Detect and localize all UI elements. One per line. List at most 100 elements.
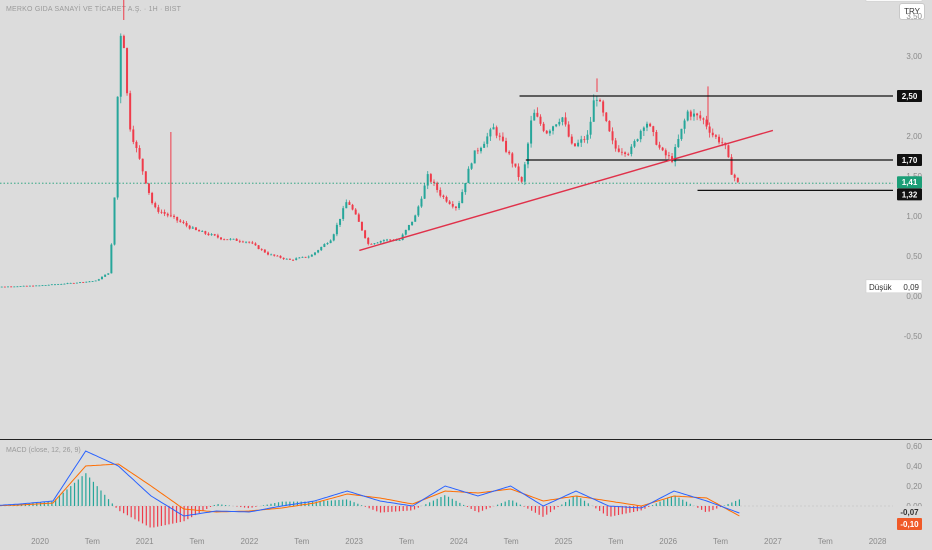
- x-tick-label: 2022: [241, 537, 259, 546]
- candle-body: [445, 197, 448, 202]
- candle-body: [727, 145, 730, 158]
- candle-body: [119, 35, 122, 97]
- candle-body: [19, 286, 22, 287]
- candle-body: [667, 155, 670, 157]
- candle-body: [545, 130, 548, 134]
- candle-body: [154, 203, 157, 208]
- candle-body: [3, 286, 6, 288]
- x-tick-label: 2024: [450, 537, 468, 546]
- candle-body: [655, 131, 658, 145]
- candle-body: [492, 127, 495, 130]
- candle-body: [75, 282, 78, 284]
- candle-body: [498, 135, 501, 137]
- candle-body: [295, 258, 298, 260]
- candle-body: [191, 227, 194, 229]
- candle-body: [63, 283, 66, 285]
- candle-body: [620, 151, 623, 153]
- candle-body: [677, 139, 680, 148]
- candle-body: [126, 48, 129, 94]
- candle-body: [141, 158, 144, 172]
- candle-body: [561, 117, 564, 122]
- candle-body: [220, 237, 223, 240]
- candle-body: [436, 182, 439, 190]
- candle-body: [22, 285, 25, 287]
- y-tick-label: 1,00: [906, 212, 922, 221]
- candle-body: [592, 100, 595, 122]
- candle-body: [151, 192, 154, 204]
- candle-body: [404, 229, 407, 235]
- candle-body: [185, 222, 188, 226]
- levels: [0, 95, 893, 252]
- candle-body: [182, 221, 185, 223]
- candle-body: [589, 121, 592, 135]
- candle-body: [517, 166, 520, 178]
- candle-body: [132, 129, 135, 142]
- macd-y-tick-label: 0,60: [906, 442, 922, 451]
- macd-value-badge: -0,07: [900, 508, 919, 517]
- candle-body: [116, 96, 119, 198]
- candle-body: [79, 282, 82, 283]
- x-tick-label: 2021: [136, 537, 154, 546]
- candle-body: [470, 163, 473, 169]
- y-tick-label: 3,50: [906, 12, 922, 21]
- candle-body: [223, 239, 226, 241]
- candle-body: [301, 256, 304, 258]
- candle-body: [573, 143, 576, 147]
- candle-body: [38, 285, 41, 287]
- candle-body: [307, 256, 310, 258]
- candle-body: [608, 120, 611, 132]
- candle-body: [370, 243, 373, 245]
- candle-body: [386, 239, 389, 241]
- candle-body: [467, 168, 470, 184]
- candle-body: [91, 281, 94, 282]
- macd-y-tick-label: 0,20: [906, 482, 922, 491]
- candle-body: [232, 238, 235, 240]
- candle-body: [97, 279, 100, 281]
- candle-body: [176, 216, 179, 221]
- x-tick-label: 2027: [764, 537, 782, 546]
- level-badge-2-50: 2,50: [902, 92, 918, 101]
- candle-body: [414, 215, 417, 222]
- candle-body: [398, 240, 401, 241]
- candle-body: [617, 148, 620, 152]
- x-tick-label: 2025: [555, 537, 573, 546]
- current-price-badge: 1,41: [902, 178, 918, 187]
- candles: [0, 0, 739, 288]
- candle-body: [696, 113, 699, 116]
- candle-body: [107, 273, 110, 275]
- candle-body: [317, 250, 320, 253]
- candle-body: [50, 284, 53, 286]
- candle-body: [523, 164, 526, 182]
- candle-body: [539, 116, 542, 124]
- candle-body: [552, 126, 555, 131]
- candle-body: [689, 111, 692, 117]
- candle-body: [100, 276, 103, 280]
- candle-body: [348, 202, 351, 205]
- candle-body: [57, 284, 60, 285]
- candle-body: [194, 227, 197, 231]
- candle-body: [451, 203, 454, 207]
- currency-button[interactable]: TRY: [899, 3, 925, 20]
- candle-body: [458, 203, 461, 209]
- x-tick-label: Tem: [504, 537, 519, 546]
- candle-body: [426, 174, 429, 186]
- low-stat-value: 0,09: [903, 283, 919, 292]
- candle-body: [163, 212, 166, 214]
- signal-value-badge: -0,10: [900, 520, 919, 529]
- candle-body: [376, 242, 379, 244]
- candle-body: [558, 121, 561, 125]
- candle-body: [586, 134, 589, 140]
- candle-body: [188, 225, 191, 229]
- candle-body: [69, 282, 72, 284]
- candle-body: [260, 249, 263, 250]
- candle-body: [129, 93, 132, 130]
- candle-body: [686, 111, 689, 121]
- candle-body: [570, 136, 573, 144]
- candle-body: [627, 153, 630, 155]
- candle-body: [13, 286, 16, 288]
- candle-body: [583, 139, 586, 141]
- candle-body: [639, 130, 642, 140]
- candle-body: [122, 35, 125, 49]
